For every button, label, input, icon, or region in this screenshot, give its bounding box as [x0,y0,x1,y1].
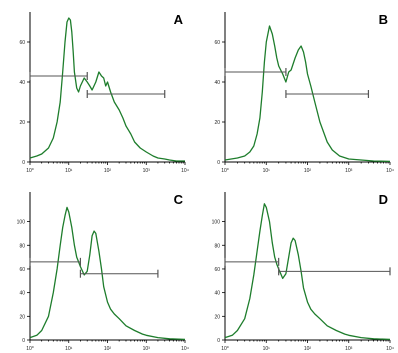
y-tick-label: 0 [22,160,25,166]
y-tick-label: 40 [214,291,220,297]
x-tick-label: 10⁰ [26,346,34,352]
x-tick-label: 10⁴ [386,346,394,352]
x-tick-label: 10² [304,346,312,352]
y-tick-label: 0 [22,338,25,344]
y-tick-label: 60 [19,40,25,46]
y-tick-label: 40 [214,80,220,86]
marker-gate-2 [278,267,391,276]
panel-a: 0 20 40 60 10⁰ 10¹ 10² 10³ 10⁴ A [19,12,189,174]
x-tick-label: 10³ [143,346,151,352]
y-tick-label: 40 [19,291,25,297]
x-tick-label: 10² [104,346,112,352]
x-tick-label: 10¹ [65,168,73,174]
x-tick-label: 10³ [345,346,353,352]
y-tick-label: 20 [19,314,25,320]
y-tick-label: 0 [217,338,220,344]
x-tick-label: 10¹ [65,346,73,352]
y-tick-label: 60 [19,267,25,273]
marker-gate-1 [29,257,82,266]
x-tick-label: 10⁴ [181,346,189,352]
y-tick-label: 60 [214,40,220,46]
x-tick-label: 10² [304,168,312,174]
y-tick-label: 20 [19,120,25,126]
y-tick-label: 60 [214,267,220,273]
marker-gate-1 [224,68,287,76]
panel-label: D [379,192,388,207]
x-tick-label: 10⁰ [221,346,229,352]
y-tick-label: 40 [19,80,25,86]
marker-gate-1 [29,72,88,80]
panel-label: A [174,12,184,27]
marker-gate-2 [79,269,159,278]
y-tick-label: 20 [214,314,220,320]
y-tick-label: 80 [214,243,220,249]
histogram-line-a [29,17,185,162]
panel-b: 0 20 40 60 10⁰ 10¹ 10² 10³ 10⁴ B [214,12,394,174]
panel-c: 0 20 40 60 80 100 10⁰ 10¹ 10² 10³ 10⁴ C [17,192,189,352]
marker-gate-2 [285,90,370,98]
x-tick-label: 10⁰ [26,168,34,174]
x-tick-label: 10⁰ [221,168,229,174]
x-tick-label: 10⁴ [386,168,394,174]
histogram-line-c [29,206,186,341]
y-tick-label: 0 [217,160,220,166]
x-tick-label: 10² [104,168,112,174]
y-tick-label: 100 [212,220,221,226]
x-tick-label: 10³ [143,168,151,174]
x-tick-label: 10³ [345,168,353,174]
x-tick-label: 10¹ [263,346,271,352]
y-tick-label: 100 [17,220,26,226]
histogram-line-d [224,203,391,341]
marker-gate-1 [224,257,280,266]
histogram-line-b [224,25,391,163]
x-tick-label: 10¹ [263,168,271,174]
panel-label: B [379,12,388,27]
marker-gate-2 [86,90,166,98]
x-tick-label: 10⁴ [181,168,189,174]
panel-label: C [174,192,184,207]
panel-d: 0 20 40 60 80 100 10⁰ 10¹ 10² 10³ 10⁴ D [212,192,394,352]
y-tick-label: 20 [214,120,220,126]
y-tick-label: 80 [19,243,25,249]
